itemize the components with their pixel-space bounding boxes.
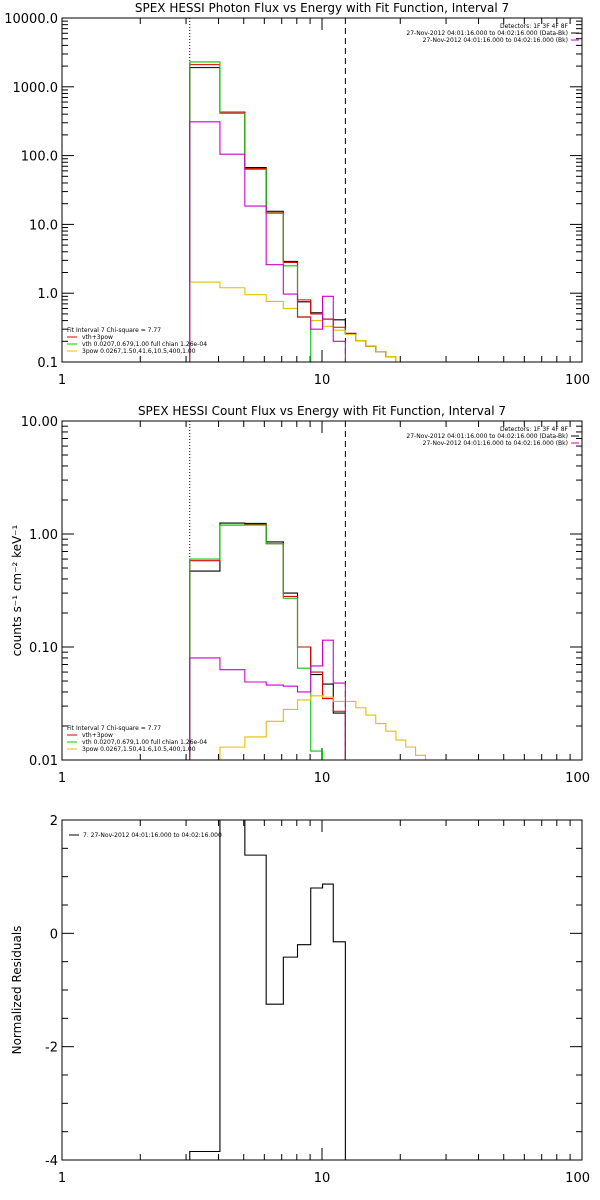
y-tick-label: 0 (50, 927, 58, 942)
y-tick-label: 2 (50, 814, 58, 829)
x-tick-label: 1 (58, 1171, 66, 1186)
legend-entry: 7. 27-Nov-2012 04:01:16.000 to 04:02:16.… (83, 832, 222, 839)
plot-frame (61, 17, 583, 363)
x-tick-label: 1 (58, 771, 66, 786)
legend-entry: 3pow 0.0267,1.50,41.6,10.5,400,1.00 (82, 348, 196, 355)
chart-panel-2: SPEX HESSI Count Flux vs Energy with Fit… (10, 404, 590, 786)
annotation-line: Detectors: 1F 3F 4F 8F (500, 23, 569, 30)
legend-entry: vth+3pow (82, 334, 113, 341)
y-axis-label: Normalized Residuals (10, 926, 24, 1055)
series-group (189, 820, 346, 1160)
series-7-27-nov-2012-04-01-16-000-to-04-02-16-000 (189, 820, 346, 1160)
y-axis-label: counts s⁻¹ cm⁻² keV⁻¹ (10, 524, 24, 656)
chart-title: SPEX HESSI Count Flux vs Energy with Fit… (138, 404, 506, 418)
x-tick-label: 100 (565, 1171, 590, 1186)
legend-entry: Fit Interval 7 Chi-square = 7.77 (67, 725, 161, 732)
y-tick-label: 1000.0 (13, 81, 59, 96)
x-tick-label: 10 (314, 1171, 331, 1186)
x-ticks (139, 421, 571, 760)
series-vth (189, 524, 324, 760)
series-bk (189, 639, 346, 760)
chart-panel-1: SPEX HESSI Photon Flux vs Energy with Fi… (4, 1, 590, 388)
y-tick-label: -2 (45, 1041, 58, 1056)
annotation-line: Detectors: 1F 3F 4F 8F (500, 426, 569, 433)
chart-panel-3: Normalized Residuals 1 10 100 -4 -2 0 2 7. 27-No… (10, 814, 590, 1186)
annotation-line: 27-Nov-2012 04:01:16.000 to 04:02:16.000… (423, 37, 568, 44)
y-tick-label: 10000.0 (4, 12, 58, 27)
x-tick-label: 100 (565, 771, 590, 786)
plot-frame (61, 819, 583, 1161)
x-tick-label: 1 (58, 373, 66, 388)
chart-title: SPEX HESSI Photon Flux vs Energy with Fi… (135, 1, 509, 15)
legend-entry: vth 0.0207,0.679,1.00 full chian 1.26e-0… (82, 739, 207, 746)
series-data-bk (189, 522, 346, 760)
y-tick-label: 0.1 (37, 356, 58, 371)
y-tick-label: 100.0 (21, 150, 58, 165)
plot-frame (61, 420, 583, 761)
annotation-line: 27-Nov-2012 04:01:16.000 to 04:02:16.000… (423, 440, 568, 447)
series-bk (189, 121, 346, 362)
series-3pow (189, 695, 446, 760)
x-ticks (139, 18, 571, 362)
y-tick-label: 10.00 (21, 415, 58, 430)
y-tick-label: 1.00 (29, 528, 58, 543)
y-tick-label: 10.0 (29, 218, 58, 233)
y-ticks (62, 425, 582, 727)
x-tick-label: 10 (314, 373, 331, 388)
y-tick-label: 1.0 (37, 287, 58, 302)
y-tick-label: 0.01 (29, 754, 58, 769)
y-ticks (62, 20, 582, 342)
legend-entry: Fit Interval 7 Chi-square = 7.77 (67, 327, 161, 334)
x-ticks (139, 820, 571, 1160)
annotation-line: 27-Nov-2012 04:01:16.000 to 04:02:16.000… (406, 433, 568, 440)
legend-entry: vth+3pow (82, 732, 113, 739)
series-group (189, 522, 446, 760)
annotation-line: 27-Nov-2012 04:01:16.000 to 04:02:16.000… (406, 30, 568, 37)
series-group (189, 61, 406, 362)
y-ticks (62, 819, 582, 1161)
y-tick-label: -4 (45, 1154, 58, 1169)
x-tick-label: 10 (314, 771, 331, 786)
y-tick-label: 0.10 (29, 641, 58, 656)
legend-entry: vth 0.0207,0.679,1.00 full chian 1.26e-0… (82, 341, 207, 348)
legend-entry: 3pow 0.0267,1.50,41.6,10.5,400,1.00 (82, 746, 196, 753)
x-tick-label: 100 (565, 373, 590, 388)
